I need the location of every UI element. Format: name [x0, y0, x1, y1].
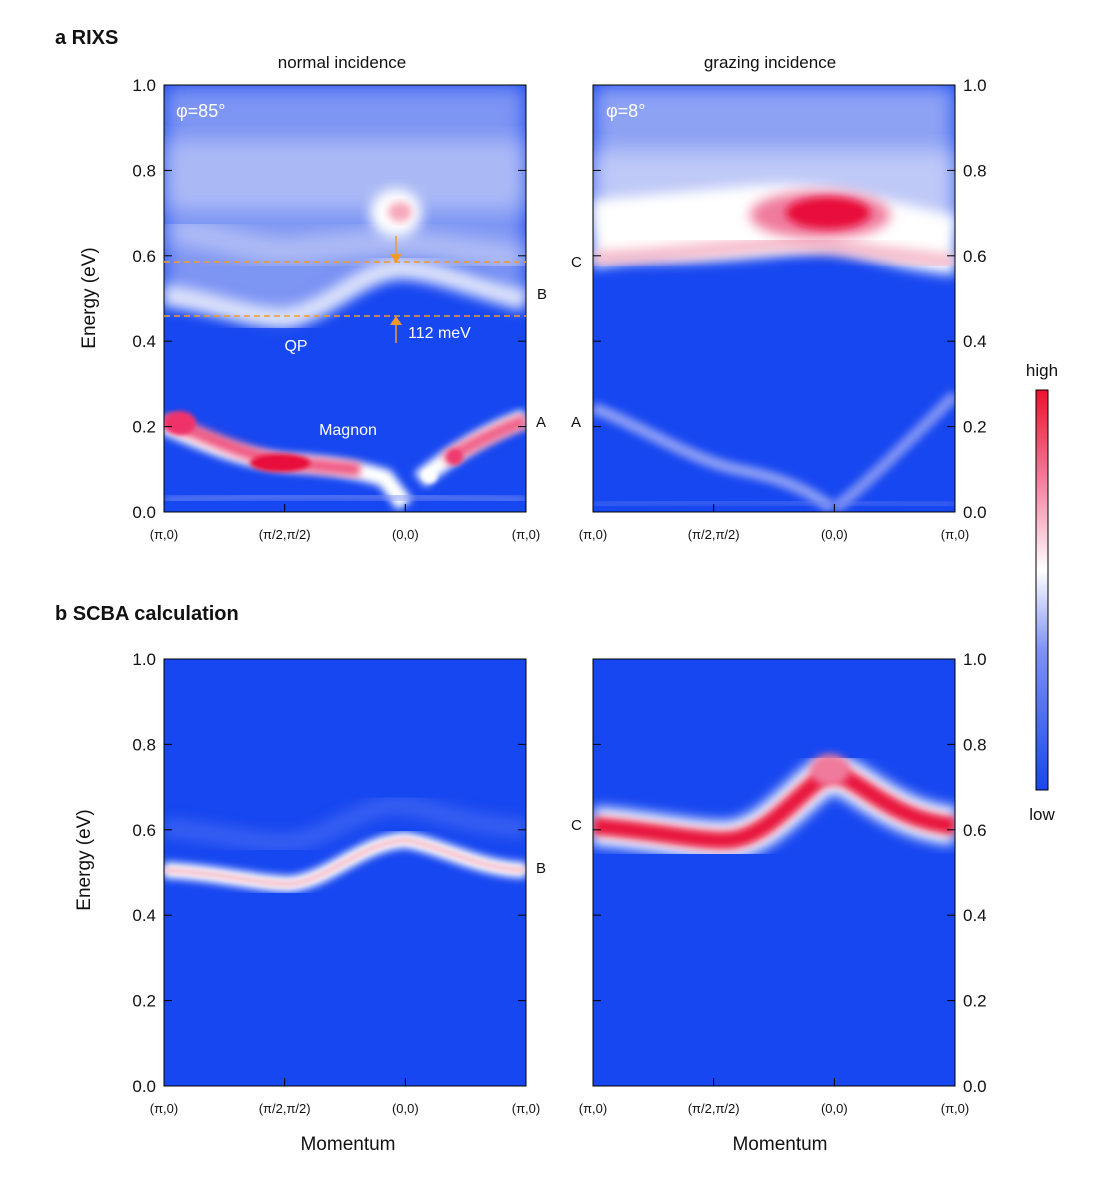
y-tick-label: 0.6: [132, 821, 156, 840]
phi-annotation: φ=85°: [176, 101, 225, 121]
x-tick-label: (π,0): [941, 1101, 969, 1116]
colorbar-low-label: low: [1029, 805, 1055, 824]
y-tick-label: 0.8: [963, 735, 987, 754]
x-axis: (π,0) (π/2,π/2) (0,0) (π,0): [150, 1078, 540, 1116]
y-tick-label: 0.2: [132, 418, 156, 437]
x-tick-label: (π,0): [579, 1101, 607, 1116]
heatmap-intensity: [593, 85, 955, 512]
y-tick-label: 0.2: [132, 992, 156, 1011]
gap-label: 112 meV: [408, 325, 471, 342]
panel-rixs-normal: φ=85° 112 meV QP Magnon B A 0.0 0.2 0.4 0.6…: [132, 76, 547, 542]
y-axis: 0.0 0.2 0.4 0.6 0.8 1.0: [593, 650, 987, 1096]
y-tick-label: 0.6: [132, 247, 156, 266]
y-tick-label: 0.8: [963, 161, 987, 180]
plot-frame: [163, 658, 527, 1087]
x-tick-label: (0,0): [821, 527, 848, 542]
y-tick-label: 0.0: [963, 1077, 987, 1096]
x-tick-label: (π/2,π/2): [688, 527, 740, 542]
x-tick-label: (0,0): [821, 1101, 848, 1116]
arrow-up-head: [390, 316, 402, 325]
section-b-title: b SCBA calculation: [55, 603, 239, 625]
y-axis: 0.0 0.2 0.4 0.6 0.8 1.0: [593, 76, 987, 522]
side-label-a: A: [571, 414, 581, 431]
x-tick-label: (π/2,π/2): [259, 1101, 311, 1116]
qp-label: QP: [284, 338, 307, 355]
y-axis: 0.0 0.2 0.4 0.6 0.8 1.0: [132, 76, 526, 522]
panel-scba-grazing: C 0.0 0.2 0.4 0.6 0.8 1.0 (π,0) (π/2,π/2) (0,0)…: [571, 650, 987, 1116]
y-tick-label: 1.0: [963, 650, 987, 669]
x-tick-label: (π,0): [579, 527, 607, 542]
colorbar-high-label: high: [1026, 361, 1058, 380]
y-tick-label: 0.0: [132, 1077, 156, 1096]
y-axis-label-bottom: Energy (eV): [74, 809, 95, 910]
heatmap-intensity: [593, 751, 955, 860]
arrow-down-head: [390, 254, 402, 263]
x-axis: (π,0) (π/2,π/2) (0,0) (π,0): [579, 1078, 969, 1116]
title-grazing-incidence: grazing incidence: [704, 53, 836, 72]
y-tick-label: 0.8: [132, 161, 156, 180]
x-tick-label: (π,0): [150, 527, 178, 542]
x-tick-label: (π,0): [941, 527, 969, 542]
y-tick-label: 0.2: [963, 992, 987, 1011]
side-label-a: A: [536, 414, 546, 431]
y-tick-label: 0.4: [963, 332, 987, 351]
y-tick-label: 0.8: [132, 735, 156, 754]
x-tick-label: (π/2,π/2): [259, 527, 311, 542]
x-axis-label-right: Momentum: [732, 1134, 827, 1155]
y-tick-label: 0.6: [963, 821, 987, 840]
plot-frame: [592, 84, 956, 513]
heatmap-background: [593, 659, 955, 1086]
x-tick-label: (0,0): [392, 1101, 419, 1116]
x-axis: (π,0) (π/2,π/2) (0,0) (π,0): [579, 504, 969, 542]
magnon-label: Magnon: [319, 422, 377, 439]
side-label-c: C: [571, 254, 582, 271]
y-tick-label: 0.4: [132, 332, 156, 351]
y-tick-label: 0.4: [132, 906, 156, 925]
panel-rixs-grazing: φ=8° C A 0.0 0.2 0.4 0.6 0.8 1.0 (π,0) (π/2,π/…: [571, 76, 987, 542]
y-tick-label: 1.0: [963, 76, 987, 95]
y-tick-label: 1.0: [132, 650, 156, 669]
panel-scba-normal: B 0.0 0.2 0.4 0.6 0.8 1.0 (π,0) (π/2,π/2) (0,0)…: [132, 650, 546, 1116]
x-tick-label: (π,0): [512, 1101, 540, 1116]
phi-annotation: φ=8°: [606, 101, 645, 121]
title-normal-incidence: normal incidence: [278, 53, 407, 72]
plot-frame: [163, 84, 527, 513]
y-tick-label: 0.4: [963, 906, 987, 925]
side-label-b: B: [537, 286, 547, 303]
x-tick-label: (0,0): [392, 527, 419, 542]
side-label-c: C: [571, 817, 582, 834]
y-tick-label: 0.6: [963, 247, 987, 266]
x-tick-label: (π,0): [150, 1101, 178, 1116]
x-tick-label: (π,0): [512, 527, 540, 542]
y-axis-label-top: Energy (eV): [79, 247, 100, 348]
y-tick-label: 0.0: [132, 503, 156, 522]
heatmap-intensity: [164, 794, 526, 893]
colorbar-gradient: [1035, 389, 1049, 791]
y-axis: 0.0 0.2 0.4 0.6 0.8 1.0: [132, 650, 526, 1096]
y-tick-label: 1.0: [132, 76, 156, 95]
colorbar: high low: [1026, 361, 1058, 824]
x-tick-label: (π/2,π/2): [688, 1101, 740, 1116]
x-axis-label-left: Momentum: [300, 1134, 395, 1155]
y-tick-label: 0.0: [963, 503, 987, 522]
section-a-title: a RIXS: [55, 27, 118, 49]
y-tick-label: 0.2: [963, 418, 987, 437]
x-axis: (π,0) (π/2,π/2) (0,0) (π,0): [150, 504, 540, 542]
side-label-b: B: [536, 860, 546, 877]
plot-frame: [592, 658, 956, 1087]
